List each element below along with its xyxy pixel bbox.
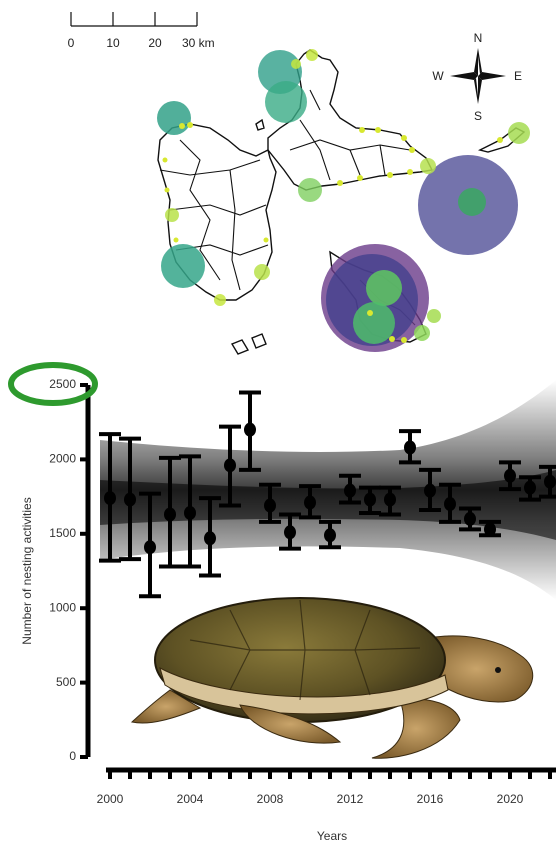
mean-point (264, 498, 276, 513)
mean-point (464, 511, 476, 526)
mean-point (304, 495, 316, 510)
scale-label: 30 km (182, 36, 215, 50)
mean-point (244, 422, 256, 437)
mean-point (504, 468, 516, 483)
x-axis-label: Years (317, 829, 347, 843)
x-tick-label: 2020 (497, 792, 524, 806)
y-tick-label: 2500 (49, 377, 76, 391)
nesting-site-circles (157, 49, 530, 352)
compass-label: E (514, 69, 522, 83)
compass-label: W (432, 69, 444, 83)
scale-label: 10 (106, 36, 120, 50)
scale-label: 0 (68, 36, 75, 50)
mean-point (544, 474, 556, 489)
x-tick-label: 2004 (177, 792, 204, 806)
trend-band-core (100, 470, 556, 540)
y-tick-label: 1500 (49, 526, 76, 540)
compass-label: S (474, 109, 482, 123)
mean-point (364, 492, 376, 507)
y-tick-label: 1000 (49, 600, 76, 614)
y-tick-label: 2000 (49, 452, 76, 466)
compass (450, 48, 506, 104)
y-tick-label: 0 (69, 749, 76, 763)
mean-point (184, 505, 196, 520)
x-tick-label: 2008 (257, 792, 284, 806)
y-axis-label: Number of nesting activities (20, 497, 34, 644)
x-tick-label: 2000 (97, 792, 124, 806)
chart: 0 500 1000 1500 2000 2500 Number of nesting ac… (20, 377, 556, 843)
mean-point (384, 492, 396, 507)
mean-point (204, 531, 216, 546)
mean-point (104, 491, 116, 506)
mean-point (144, 540, 156, 555)
turtle-illustration (130, 597, 534, 759)
map: 0 10 20 30 km N S W E (68, 12, 530, 355)
x-tick-label: 2012 (337, 792, 364, 806)
roads (159, 89, 416, 326)
scale-label: 20 (148, 36, 162, 50)
mean-point (404, 440, 416, 455)
mean-point (164, 507, 176, 522)
mean-point (424, 483, 436, 498)
mean-point (484, 522, 496, 537)
mean-point (444, 497, 456, 512)
mean-point (344, 483, 356, 498)
highlight-ellipse (8, 362, 98, 406)
y-tick-label: 500 (56, 675, 76, 689)
mean-point (284, 525, 296, 540)
mean-point (224, 458, 236, 473)
compass-label: N (474, 31, 483, 45)
mean-point (124, 492, 136, 507)
mean-point (524, 480, 536, 495)
x-tick-label: 2016 (417, 792, 444, 806)
mean-point (324, 528, 336, 543)
scale-bar (70, 12, 198, 27)
